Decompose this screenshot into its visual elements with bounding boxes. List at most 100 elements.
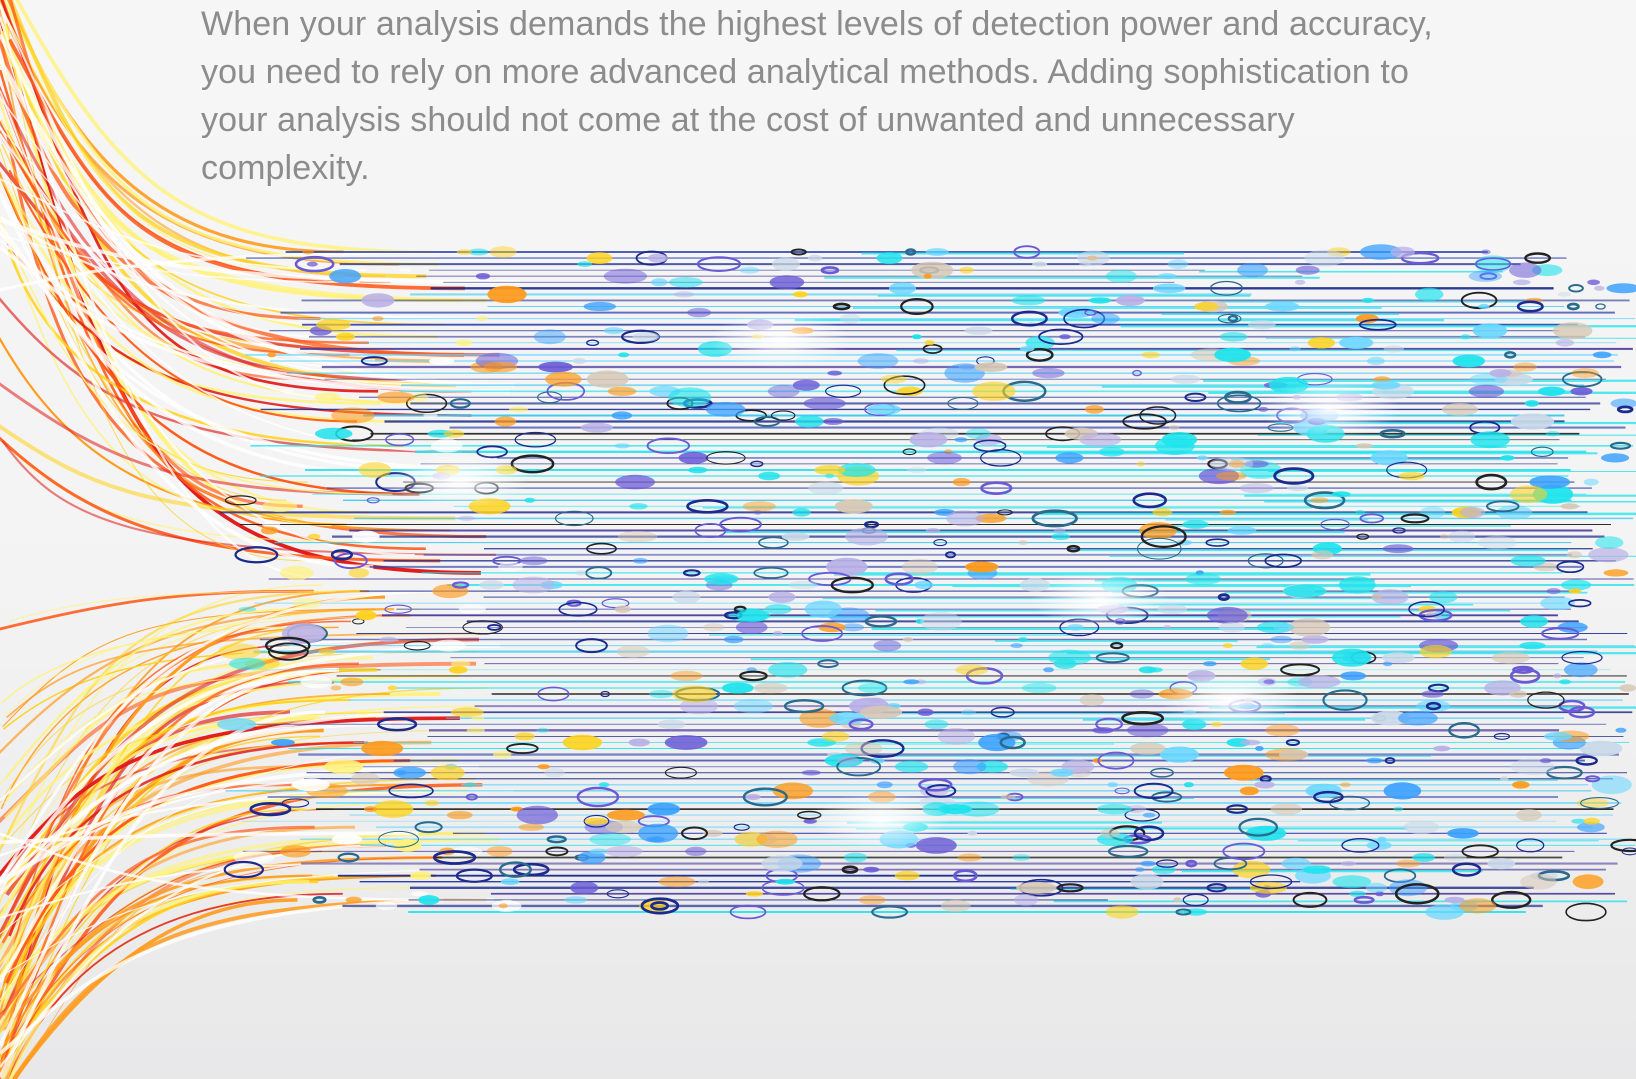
bubble — [554, 510, 594, 527]
light-glow — [1260, 382, 1400, 438]
bubble — [1441, 403, 1479, 416]
bubble — [820, 266, 840, 275]
bubble — [1132, 369, 1142, 377]
bubble — [465, 793, 479, 801]
warm-curve-line — [12, 898, 298, 1079]
bubble — [1133, 825, 1165, 842]
warm-curve-line — [8, 169, 358, 423]
bubble — [1096, 803, 1133, 815]
bubble — [1433, 745, 1451, 752]
bubble — [965, 428, 991, 440]
bubble — [1219, 332, 1248, 342]
warm-curve-line — [0, 424, 456, 521]
bubble — [686, 498, 729, 514]
bubble — [933, 539, 948, 547]
bubble — [650, 901, 670, 911]
highlight-curve-line — [0, 194, 439, 472]
bubble — [792, 291, 808, 298]
bubble — [830, 576, 874, 594]
bubble — [817, 659, 839, 669]
bubble — [837, 756, 860, 766]
bubble — [956, 801, 1000, 817]
bubble — [1193, 302, 1219, 311]
bubble — [792, 508, 811, 517]
bubble — [335, 332, 355, 341]
bubble — [617, 530, 658, 543]
bubble — [1140, 525, 1187, 549]
bubble — [1121, 711, 1165, 726]
bubble — [1292, 891, 1328, 908]
bubble — [1371, 380, 1401, 390]
bubble — [1244, 460, 1269, 468]
bubble — [857, 683, 887, 693]
bubble — [1572, 874, 1604, 889]
bubble — [1393, 806, 1404, 812]
bubble — [1264, 301, 1300, 312]
light-glow — [810, 792, 950, 848]
bubble — [1289, 346, 1301, 352]
bubble — [1281, 857, 1311, 870]
bubble — [965, 561, 999, 573]
bubble — [589, 833, 631, 846]
bubble — [1294, 279, 1306, 285]
bubble — [1355, 314, 1379, 324]
bubble — [894, 870, 920, 881]
bubble — [589, 848, 609, 855]
bubble — [603, 268, 648, 284]
bubble — [1202, 661, 1217, 667]
bubble — [825, 384, 862, 398]
bubble — [857, 353, 899, 369]
bubble — [822, 731, 850, 742]
bubble — [664, 766, 697, 779]
bubble — [1421, 690, 1444, 698]
bubble — [1031, 509, 1078, 528]
bubble — [696, 256, 742, 272]
bubble — [1367, 356, 1385, 366]
bubble — [1382, 652, 1415, 664]
bubble — [340, 677, 364, 687]
bubble — [876, 252, 903, 265]
bubble — [456, 249, 472, 255]
bubble — [1249, 874, 1293, 890]
bubble — [1340, 861, 1357, 867]
bubble — [1303, 491, 1346, 510]
bubble — [694, 523, 727, 538]
bubble — [756, 830, 798, 848]
bubble — [403, 640, 431, 651]
highlight-curve-line — [0, 4, 333, 399]
bubble — [1384, 757, 1396, 765]
bubble — [1365, 882, 1388, 893]
bubble — [1206, 606, 1248, 624]
bubble — [524, 497, 536, 503]
bubble — [377, 391, 415, 404]
bubble — [1390, 246, 1415, 258]
bubble — [423, 413, 438, 418]
bubble — [1032, 367, 1065, 379]
bubble — [959, 266, 974, 274]
bubble — [1025, 335, 1055, 350]
bubble — [1340, 671, 1367, 681]
bubble — [688, 466, 708, 474]
bubble — [1412, 853, 1436, 862]
bubble — [1280, 663, 1321, 677]
bubble — [972, 381, 1016, 401]
bubble — [736, 608, 768, 622]
bubble — [1154, 436, 1195, 456]
bubble — [331, 407, 375, 424]
bubble — [1054, 528, 1066, 533]
bubble — [1487, 858, 1516, 870]
bubble — [352, 530, 380, 543]
bubble — [1560, 503, 1579, 510]
bubble — [1601, 453, 1630, 463]
bubble — [410, 393, 429, 402]
bubble — [1557, 621, 1588, 633]
bubble — [498, 561, 523, 572]
bubble — [1304, 249, 1345, 267]
bubble — [1152, 283, 1186, 294]
bubble — [706, 451, 746, 465]
bubble — [1217, 593, 1230, 601]
bubble — [979, 449, 1022, 467]
bubble — [1403, 820, 1440, 835]
bubble — [1273, 623, 1295, 631]
bubble — [483, 361, 517, 373]
